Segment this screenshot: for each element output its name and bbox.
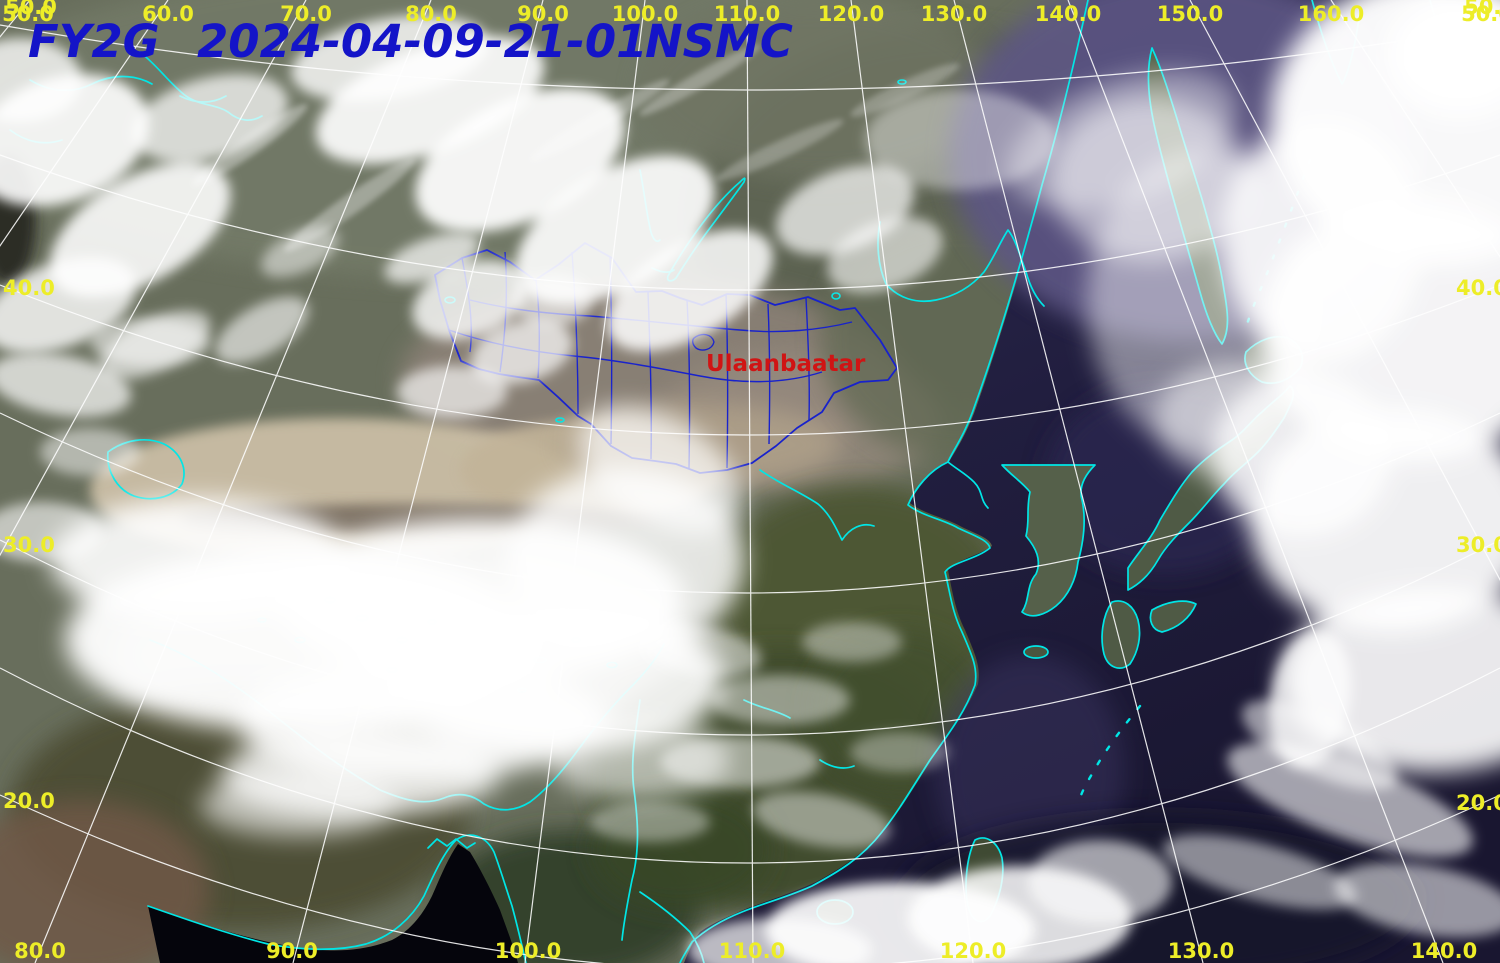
title-bar: FY2G 2024-04-09-21-01 NSMC — [28, 15, 793, 68]
grid-label: 90.0 — [266, 939, 318, 963]
grid-label: 130.0 — [1168, 939, 1234, 963]
grid-label: 120.0 — [940, 939, 1006, 963]
jeju-island — [1024, 646, 1048, 658]
grid-label: 120.0 — [818, 2, 884, 26]
grid-label: 20.0 — [1456, 791, 1500, 815]
grid-label: 20.0 — [3, 789, 55, 813]
timestamp: 2024-04-09-21-01 — [197, 15, 647, 68]
grid-label: 150.0 — [1157, 2, 1223, 26]
satellite-image-viewport: 50.050.060.070.080.090.0100.0110.0120.01… — [0, 0, 1500, 963]
grid-label: 130.0 — [921, 2, 987, 26]
grid-label: 100.0 — [495, 939, 561, 963]
grid-label: 40.0 — [3, 276, 55, 300]
agency-name: NSMC — [645, 15, 793, 68]
grid-label: 140.0 — [1411, 939, 1477, 963]
grid-label: 80.0 — [14, 939, 66, 963]
grid-label: 30.0 — [1456, 533, 1500, 557]
grid-label: 110.0 — [719, 939, 785, 963]
grid-label: 30.0 — [3, 533, 55, 557]
city-label-ulaanbaatar: Ulaanbaatar — [706, 351, 866, 377]
grid-label: 140.0 — [1035, 2, 1101, 26]
grid-label: 160.0 — [1298, 2, 1364, 26]
kyushu-island — [1102, 601, 1140, 668]
grid-label: 40.0 — [1456, 276, 1500, 300]
satellite-name: FY2G — [28, 15, 160, 68]
grid-label: 50.0 — [1464, 0, 1500, 19]
satellite-image: 50.050.060.070.080.090.0100.0110.0120.01… — [0, 0, 1500, 963]
